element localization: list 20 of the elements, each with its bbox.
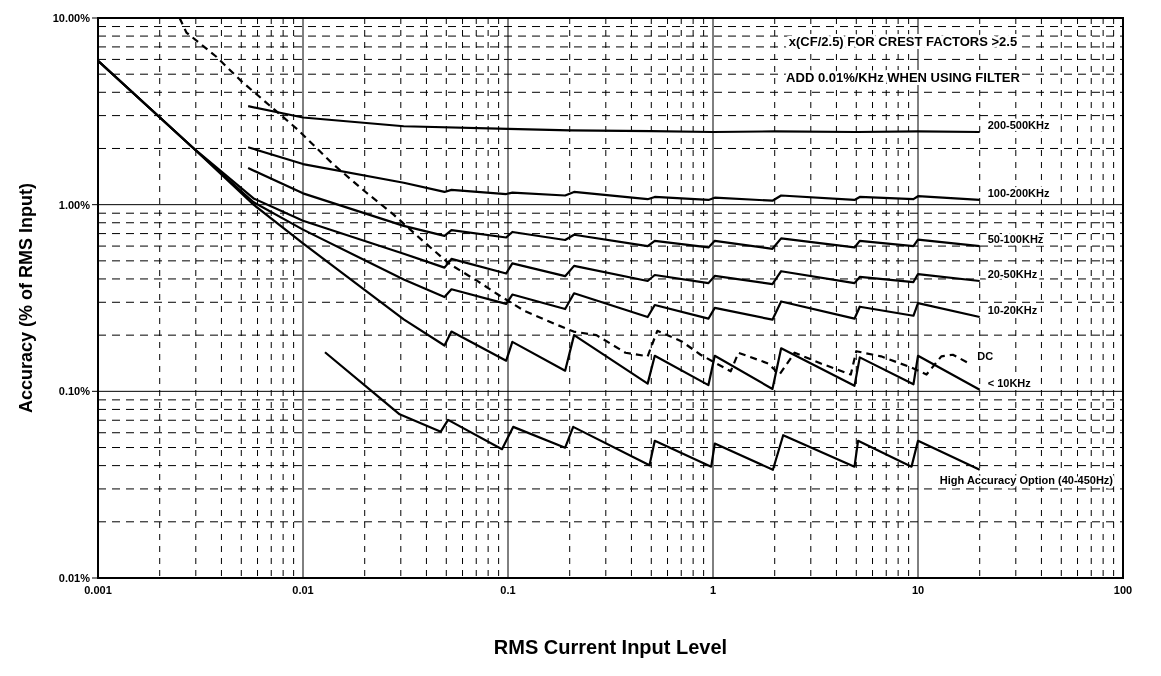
- x-tick-label: 0.01: [292, 583, 314, 596]
- series-label: 100-200KHz: [987, 186, 1050, 199]
- x-tick-label: 0.001: [84, 583, 112, 596]
- series-label: 10-20KHz: [987, 304, 1038, 317]
- x-tick-label: 1: [709, 583, 717, 596]
- y-tick-label: 10.00%: [52, 11, 91, 24]
- x-tick-label: 0.1: [500, 583, 516, 596]
- series-label: 50-100KHz: [987, 233, 1044, 246]
- y-axis-title: Accuracy (% of RMS Input): [16, 182, 36, 414]
- annotation: x(CF/2.5) FOR CREST FACTORS >2.5: [788, 34, 1018, 49]
- x-tick-label: 100: [1113, 583, 1133, 596]
- y-tick-label: 0.10%: [58, 385, 91, 398]
- y-tick-label: 1.00%: [58, 198, 91, 211]
- series-label: < 10KHz: [987, 376, 1032, 389]
- x-axis-title: RMS Current Input Level: [493, 636, 728, 658]
- series-label: High Accuracy Option (40-450Hz): [939, 473, 1114, 486]
- y-tick-label: 0.01%: [58, 571, 91, 584]
- series-label: 20-50KHz: [987, 268, 1038, 280]
- x-tick-label: 10: [911, 583, 925, 596]
- series-label: 200-500KHz: [987, 119, 1050, 132]
